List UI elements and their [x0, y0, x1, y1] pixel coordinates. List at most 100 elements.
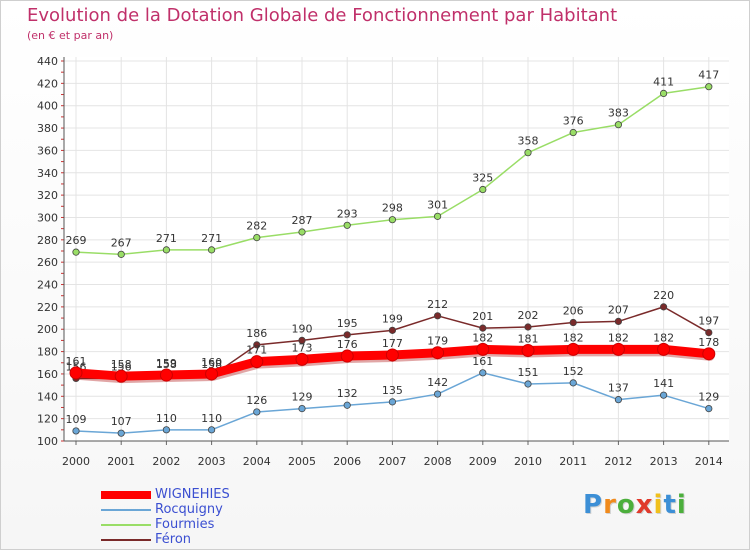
- data-point: [569, 379, 577, 387]
- data-point: [705, 328, 713, 337]
- data-label: 417: [698, 69, 719, 82]
- y-tick-label: 240: [37, 279, 58, 292]
- data-point: [253, 408, 261, 416]
- data-label: 178: [698, 336, 719, 349]
- data-label: 109: [66, 413, 87, 426]
- y-tick-label: 160: [37, 368, 58, 381]
- data-point: [117, 250, 125, 258]
- data-label: 325: [472, 172, 493, 185]
- logo-letter: i: [653, 490, 664, 520]
- x-tick-label: 2014: [695, 455, 723, 468]
- y-tick-label: 380: [37, 122, 58, 135]
- data-point: [253, 341, 261, 349]
- data-point: [479, 369, 487, 377]
- legend-swatch: [101, 523, 151, 526]
- data-point: [524, 380, 532, 388]
- data-point: [657, 342, 671, 356]
- data-label: 182: [563, 331, 584, 344]
- legend-item: Rocquigny: [101, 502, 230, 517]
- data-point: [569, 128, 577, 137]
- data-point: [208, 426, 216, 434]
- data-label: 110: [156, 412, 177, 425]
- data-point: [659, 89, 668, 98]
- data-label: 160: [201, 356, 222, 369]
- data-point: [340, 349, 354, 363]
- data-point: [253, 233, 261, 242]
- data-point: [388, 326, 396, 334]
- data-point: [343, 331, 351, 339]
- y-tick-label: 360: [37, 144, 58, 157]
- x-tick-label: 2004: [243, 455, 271, 468]
- x-tick-label: 2005: [288, 455, 316, 468]
- data-point: [343, 221, 351, 229]
- data-label: 182: [653, 331, 674, 344]
- x-tick-label: 2007: [378, 455, 406, 468]
- data-point: [705, 404, 713, 413]
- data-label: 182: [472, 331, 493, 344]
- data-point: [569, 318, 577, 327]
- data-label: 220: [653, 289, 674, 302]
- data-label: 129: [292, 391, 313, 404]
- logo-letter: o: [616, 490, 636, 520]
- logo-letter: r: [603, 490, 617, 520]
- y-tick-label: 400: [37, 100, 58, 113]
- y-tick-label: 340: [37, 167, 58, 180]
- logo-letter: x: [635, 490, 654, 520]
- proxiti-logo: Proxiti: [583, 490, 687, 520]
- y-tick-label: 220: [37, 301, 58, 314]
- data-point: [659, 391, 668, 399]
- legend-label: Féron: [155, 532, 192, 547]
- data-label: 176: [337, 338, 358, 351]
- data-label: 201: [472, 310, 493, 323]
- data-label: 126: [246, 394, 267, 407]
- y-tick-label: 100: [37, 435, 58, 448]
- x-tick-label: 2009: [469, 455, 497, 468]
- data-label: 142: [427, 376, 448, 389]
- data-label: 206: [563, 305, 584, 318]
- data-label: 161: [472, 355, 493, 368]
- data-point: [208, 246, 216, 254]
- data-point: [702, 347, 716, 361]
- data-point: [433, 390, 442, 398]
- data-label: 181: [518, 332, 539, 345]
- y-tick-label: 440: [37, 55, 58, 68]
- data-label: 282: [246, 220, 267, 233]
- x-tick-label: 2006: [333, 455, 361, 468]
- y-tick-label: 320: [37, 189, 58, 202]
- data-point: [479, 185, 487, 194]
- data-label: 159: [156, 357, 177, 370]
- y-tick-label: 420: [37, 77, 58, 90]
- data-point: [614, 121, 623, 129]
- data-point: [343, 401, 351, 409]
- data-label: 267: [111, 236, 132, 249]
- data-label: 151: [518, 366, 539, 379]
- data-point: [72, 427, 80, 435]
- data-point: [298, 228, 306, 236]
- data-point: [162, 246, 170, 254]
- data-label: 293: [337, 207, 358, 220]
- logo-letter: t: [663, 490, 677, 520]
- data-point: [521, 343, 535, 357]
- y-tick-label: 200: [37, 323, 58, 336]
- data-label: 182: [608, 331, 629, 344]
- x-tick-label: 2002: [152, 455, 180, 468]
- data-point: [295, 352, 309, 366]
- data-label: 137: [608, 382, 629, 395]
- y-tick-label: 280: [37, 234, 58, 247]
- data-point: [117, 429, 125, 437]
- data-label: 135: [382, 384, 403, 397]
- data-point: [524, 323, 532, 331]
- data-label: 107: [111, 415, 132, 428]
- data-label: 271: [156, 232, 177, 245]
- data-point: [433, 212, 442, 220]
- x-tick-label: 2011: [559, 455, 587, 468]
- data-label: 358: [518, 135, 539, 148]
- data-point: [479, 324, 487, 332]
- data-label: 199: [382, 312, 403, 325]
- data-label: 271: [201, 232, 222, 245]
- data-label: 383: [608, 107, 629, 120]
- data-point: [162, 426, 170, 434]
- data-label: 190: [292, 322, 313, 335]
- data-point: [298, 404, 306, 413]
